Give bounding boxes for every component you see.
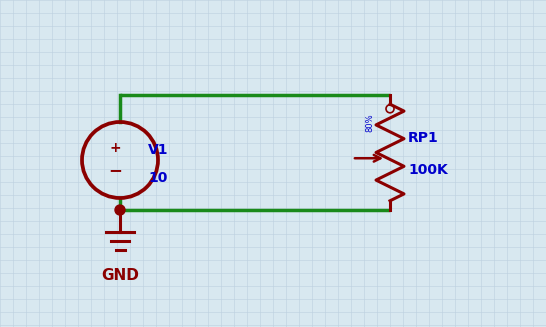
- Text: 10: 10: [148, 171, 168, 185]
- Text: 100K: 100K: [408, 164, 448, 178]
- Text: RP1: RP1: [408, 130, 439, 145]
- Text: 80%: 80%: [365, 113, 375, 132]
- Text: GND: GND: [101, 268, 139, 283]
- Circle shape: [115, 205, 125, 215]
- Text: V1: V1: [148, 143, 169, 157]
- Text: +: +: [109, 141, 121, 155]
- Text: −: −: [108, 161, 122, 179]
